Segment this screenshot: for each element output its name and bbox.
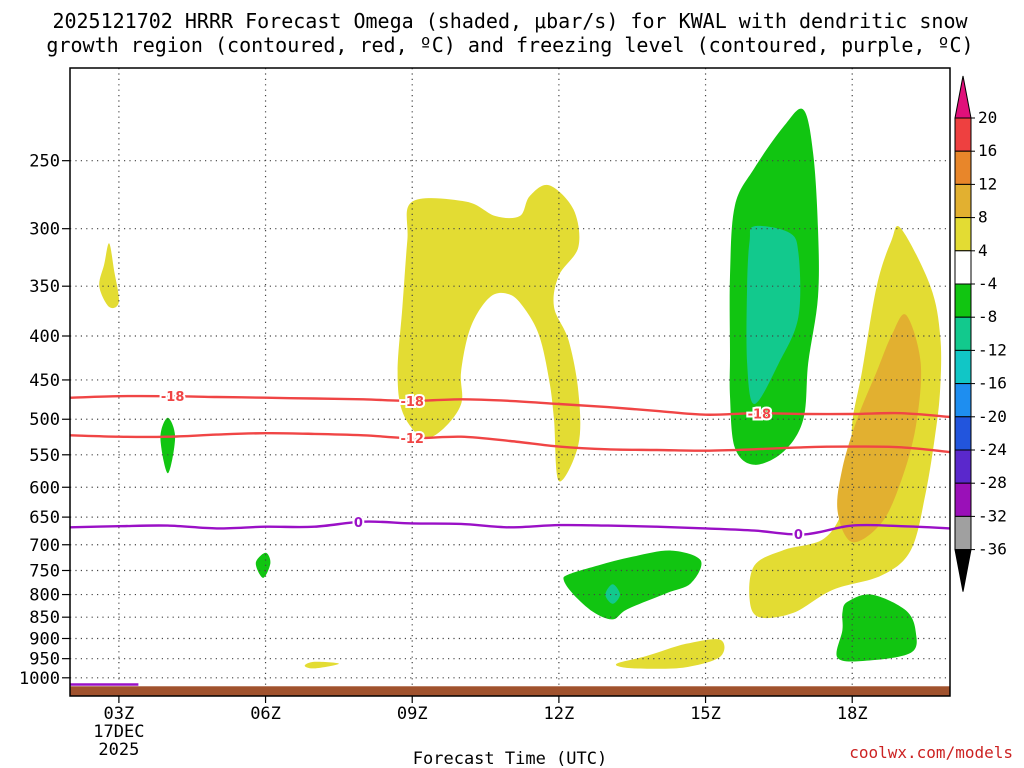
omega-region-1	[304, 661, 339, 669]
omega-region-7	[255, 552, 271, 578]
y-tick-label-900: 900	[29, 629, 60, 649]
colorbar-label-5: -4	[978, 274, 997, 293]
grid-layer	[70, 68, 950, 696]
x-tick-label-06Z: 06Z	[250, 704, 281, 724]
colorbar-swatch-10	[954, 416, 972, 451]
x-tick-sublabel-0: 17DEC	[93, 722, 144, 742]
colorbar-label-11: -28	[978, 473, 1007, 492]
y-tick-label-500: 500	[29, 410, 60, 430]
omega-region-5	[837, 314, 922, 543]
x-tick-label-12Z: 12Z	[544, 704, 575, 724]
colorbar-swatch-6	[954, 283, 972, 318]
colorbar-bottom-arrow	[954, 549, 972, 592]
colorbar-label-1: 16	[978, 141, 997, 160]
colorbar-swatch-3	[954, 183, 972, 219]
x-tick-sublabel-1: 2025	[98, 740, 139, 760]
y-tick-label-1000: 1000	[19, 669, 60, 689]
contour-label-2-1: 0	[794, 528, 803, 543]
y-axis-ticks: 2503003504004505005506006507007508008509…	[19, 152, 70, 689]
x-tick-label-15Z: 15Z	[690, 704, 721, 724]
y-tick-label-550: 550	[29, 446, 60, 466]
omega-region-3	[615, 639, 725, 669]
omega-shading-layer	[99, 108, 942, 669]
omega-region-0	[99, 243, 120, 309]
colorbar-label-10: -24	[978, 440, 1007, 459]
x-tick-label-18Z: 18Z	[837, 704, 868, 724]
contour-line-dgz-minus18-0	[70, 394, 950, 419]
credit-link[interactable]: coolwx.com/models	[849, 743, 1013, 762]
omega-region-4	[749, 226, 942, 619]
y-tick-label-750: 750	[29, 561, 60, 581]
contour-line-dgz-minus12-1	[70, 431, 950, 454]
y-tick-label-450: 450	[29, 371, 60, 391]
colorbar-label-9: -20	[978, 407, 1007, 426]
y-tick-label-800: 800	[29, 586, 60, 606]
colorbar-swatch-11	[954, 449, 972, 484]
contour-label-0-2: -18	[748, 407, 772, 422]
y-tick-label-600: 600	[29, 478, 60, 498]
omega-region-11	[746, 225, 801, 404]
x-axis-label: Forecast Time (UTC)	[413, 749, 607, 768]
colorbar-swatch-1	[954, 117, 972, 152]
terrain-ground	[70, 686, 950, 696]
y-tick-label-300: 300	[29, 220, 60, 240]
colorbar-swatch-8	[954, 349, 972, 385]
x-tick-label-09Z: 09Z	[397, 704, 428, 724]
y-tick-label-700: 700	[29, 536, 60, 556]
colorbar-label-13: -36	[978, 540, 1007, 559]
plot-frame	[69, 67, 951, 697]
colorbar-label-0: 20	[978, 108, 997, 127]
colorbar-swatch-2	[954, 150, 972, 185]
colorbar-swatch-12	[954, 482, 972, 517]
chart-title-line-1: 2025121702 HRRR Forecast Omega (shaded, …	[52, 9, 968, 33]
colorbar-swatch-7	[954, 316, 972, 351]
colorbar-label-3: 8	[978, 208, 988, 227]
y-tick-label-350: 350	[29, 277, 60, 297]
plot-area: -18 -18 -18 -12 0 0	[70, 68, 950, 696]
colorbar-swatch-9	[954, 383, 972, 418]
colorbar-swatch-5	[954, 250, 972, 285]
omega-region-10	[836, 594, 917, 662]
omega-region-2	[397, 184, 581, 482]
y-tick-label-250: 250	[29, 152, 60, 172]
colorbar-label-7: -12	[978, 340, 1007, 359]
omega-region-12	[605, 584, 620, 604]
y-tick-label-650: 650	[29, 508, 60, 528]
colorbar-label-8: -16	[978, 374, 1007, 393]
contour-label-2-0: 0	[354, 516, 363, 531]
colorbar-label-2: 12	[978, 174, 997, 193]
colorbar-swatch-4	[954, 217, 972, 252]
colorbar-label-4: 4	[978, 241, 988, 260]
colorbar-swatch-13	[954, 515, 972, 551]
y-tick-label-950: 950	[29, 650, 60, 670]
x-tick-label-03Z: 03Z	[104, 704, 135, 724]
contour-line-freezing-level-2	[70, 520, 950, 536]
contour-label-0-1: -18	[400, 395, 424, 410]
omega-region-9	[563, 550, 702, 620]
y-tick-label-850: 850	[29, 608, 60, 628]
contour-label-0-0: -18	[161, 390, 185, 405]
colorbar: 20 16 12 8 4 -4 -8 -12 -16 -20 -24 -28 -32 -36	[954, 75, 1007, 592]
chart-title-line-2: growth region (contoured, red, ºC) and f…	[46, 33, 973, 57]
contour-label-1-0: -12	[400, 432, 424, 447]
colorbar-label-6: -8	[978, 307, 997, 326]
colorbar-label-12: -32	[978, 506, 1007, 525]
omega-region-6	[160, 417, 176, 474]
y-tick-label-400: 400	[29, 327, 60, 347]
contour-layer: -18 -18 -18 -12 0 0	[70, 388, 950, 686]
